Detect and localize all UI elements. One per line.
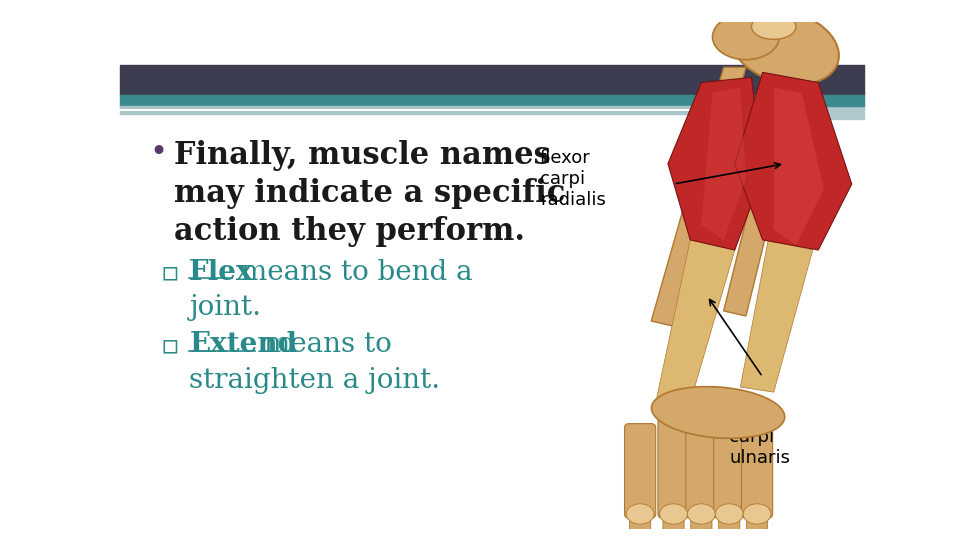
Ellipse shape [731,9,839,85]
Polygon shape [702,87,746,240]
Text: Finally, muscle names: Finally, muscle names [174,140,550,171]
Text: straighten a joint.: straighten a joint. [189,367,441,394]
Text: ▫: ▫ [161,259,180,287]
Text: flexor
carpi
radialis: flexor carpi radialis [540,149,606,209]
Polygon shape [651,68,746,326]
FancyBboxPatch shape [741,429,773,518]
Ellipse shape [687,504,715,524]
Text: means to: means to [254,332,392,359]
Polygon shape [734,72,852,250]
FancyBboxPatch shape [625,423,656,518]
Polygon shape [657,240,734,402]
Bar [120,106,767,114]
FancyBboxPatch shape [663,517,684,540]
Bar [120,65,864,94]
FancyBboxPatch shape [658,408,689,518]
Ellipse shape [712,14,780,60]
Text: •: • [150,138,168,168]
Text: ▫: ▫ [161,332,180,359]
Text: Flex: Flex [189,259,253,286]
FancyBboxPatch shape [747,517,768,540]
FancyBboxPatch shape [691,517,712,540]
Polygon shape [668,77,762,250]
Text: flexor
carpi
ulnaris: flexor carpi ulnaris [730,407,790,467]
Ellipse shape [652,387,784,438]
Polygon shape [740,240,813,392]
Text: Extend: Extend [189,332,298,359]
Ellipse shape [660,504,687,524]
FancyBboxPatch shape [719,517,740,540]
Ellipse shape [715,504,743,524]
Text: joint.: joint. [189,294,261,321]
Text: may indicate a specific: may indicate a specific [174,178,564,209]
FancyBboxPatch shape [713,414,745,518]
Bar [767,92,864,119]
Ellipse shape [743,504,771,524]
Polygon shape [724,62,807,316]
FancyBboxPatch shape [630,517,651,540]
Bar [120,94,864,106]
Text: action they perform.: action they perform. [174,216,524,247]
Ellipse shape [752,14,796,39]
FancyBboxPatch shape [685,408,717,518]
Ellipse shape [626,504,654,524]
Text: means to bend a: means to bend a [232,259,473,286]
Polygon shape [774,87,824,245]
